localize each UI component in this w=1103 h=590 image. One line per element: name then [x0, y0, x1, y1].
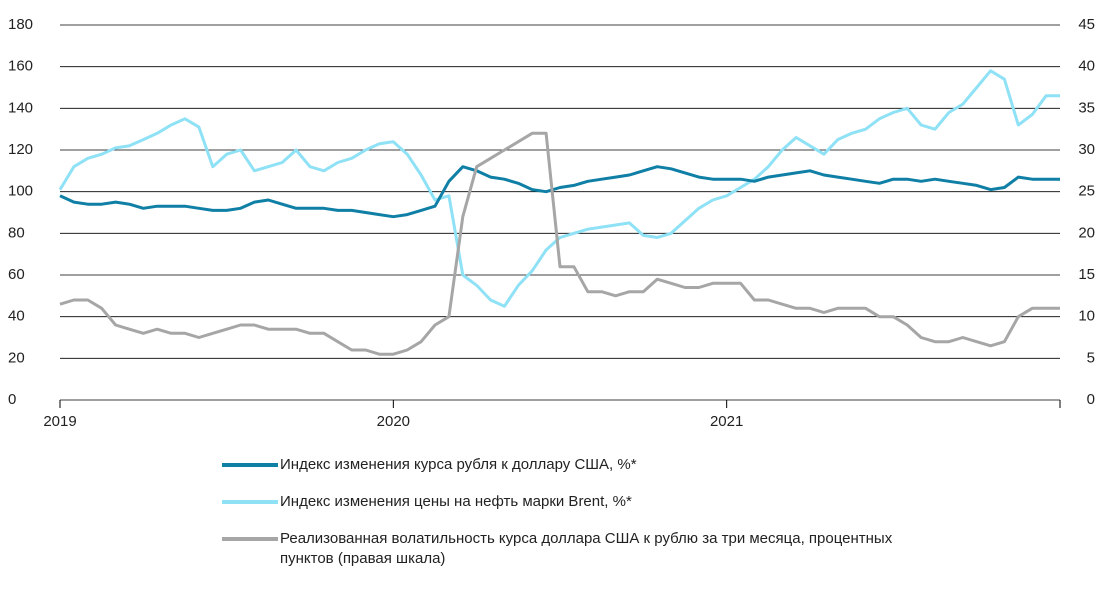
y2-tick-label: 25: [1078, 183, 1095, 200]
y2-tick-label: 20: [1078, 224, 1095, 241]
legend-label: Реализованная волатильность курса доллар…: [280, 530, 893, 567]
y-tick-label: 0: [8, 391, 16, 408]
legend-swatch: [222, 537, 278, 541]
legend-swatch: [222, 500, 278, 504]
y-tick-label: 180: [8, 16, 33, 33]
legend-item: Реализованная волатильность курса доллар…: [222, 529, 942, 569]
legend-swatch: [222, 463, 278, 467]
y-tick-label: 160: [8, 58, 33, 75]
y-tick-label: 120: [8, 141, 33, 158]
y2-tick-label: 0: [1087, 391, 1095, 408]
series-line: [59, 165, 1060, 219]
x-tick-label: 2021: [710, 413, 743, 430]
y2-tick-label: 35: [1078, 99, 1095, 116]
y-tick-label: 80: [8, 224, 25, 241]
legend: Индекс изменения курса рубля к доллару С…: [222, 455, 942, 586]
x-tick-label: 2019: [43, 413, 76, 430]
series-line: [58, 69, 1060, 308]
y-tick-label: 20: [8, 349, 25, 366]
y2-tick-label: 15: [1078, 266, 1095, 283]
y2-tick-label: 30: [1078, 141, 1095, 158]
legend-label: Индекс изменения цены на нефть марки Bre…: [280, 493, 632, 510]
y-tick-label: 100: [8, 183, 33, 200]
legend-item: Индекс изменения курса рубля к доллару С…: [222, 455, 942, 475]
y-tick-label: 60: [8, 266, 25, 283]
series-line: [59, 131, 1060, 356]
y-tick-label: 140: [8, 99, 33, 116]
y2-tick-label: 5: [1087, 349, 1095, 366]
x-tick-label: 2020: [377, 413, 410, 430]
y2-tick-label: 40: [1078, 58, 1095, 75]
y2-tick-label: 10: [1078, 308, 1095, 325]
y2-tick-label: 45: [1078, 16, 1095, 33]
legend-item: Индекс изменения цены на нефть марки Bre…: [222, 492, 942, 512]
y-tick-label: 40: [8, 308, 25, 325]
chart: 0 20 40 60 80 100 120 140 160 180 0 5 10 15 20 25 30 35 40…: [8, 16, 1095, 430]
legend-label: Индекс изменения курса рубля к доллару С…: [280, 456, 637, 473]
